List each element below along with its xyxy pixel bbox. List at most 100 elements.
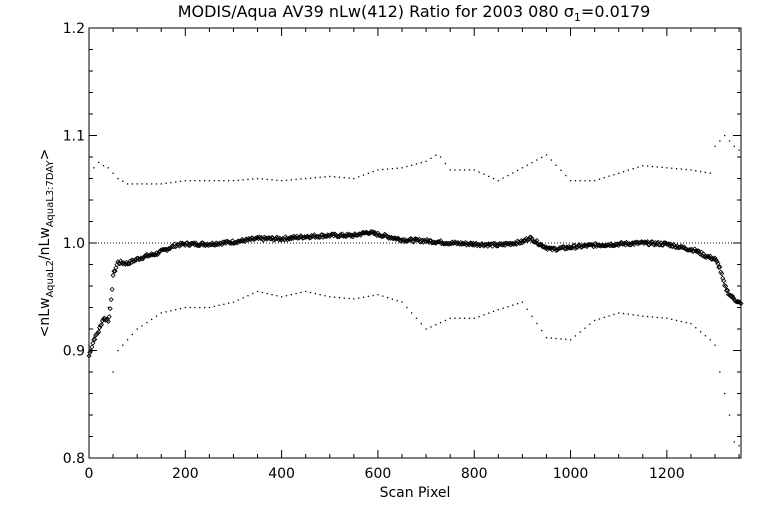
data-point [492, 177, 495, 180]
data-point [285, 179, 288, 181]
data-point [649, 239, 655, 245]
data-point [572, 245, 578, 252]
data-point [733, 145, 735, 147]
x-axis: 0 200 400 600 800 1000 1200 [85, 28, 740, 482]
data-point [165, 182, 167, 184]
series-1 [86, 228, 744, 359]
data-point [348, 177, 350, 179]
data-point [199, 306, 201, 309]
data-point [358, 232, 364, 238]
data-point [382, 168, 384, 171]
data-point [184, 180, 187, 182]
x-tick-label: 0 [85, 466, 94, 482]
data-point [266, 292, 268, 295]
data-point [444, 319, 447, 322]
data-point [113, 265, 119, 271]
data-point [175, 309, 177, 311]
data-point [290, 294, 292, 296]
data-point [594, 319, 596, 322]
data-point [93, 167, 95, 169]
data-point [340, 233, 346, 239]
data-point [541, 329, 543, 332]
data-points [86, 134, 744, 447]
data-point [724, 287, 731, 293]
data-point [358, 297, 360, 299]
data-point [430, 157, 432, 159]
data-point [664, 241, 670, 247]
data-point [176, 243, 183, 249]
data-point [718, 269, 724, 275]
data-point [690, 169, 692, 171]
y-axis: 0.8 0.9 1.0 1.1 1.2 [63, 21, 741, 467]
data-point [463, 169, 466, 171]
y-label-part-4: AquaL3:7DAY [45, 159, 56, 227]
data-point [483, 173, 485, 175]
data-point [459, 317, 461, 319]
data-point [709, 339, 711, 341]
data-point [484, 241, 490, 248]
data-point [290, 179, 292, 181]
data-point [714, 145, 716, 147]
data-point [541, 156, 543, 159]
data-point [622, 312, 625, 315]
data-point [430, 326, 432, 328]
data-point [102, 317, 105, 319]
data-point [675, 319, 678, 322]
data-point [425, 328, 427, 330]
data-point [436, 239, 442, 245]
data-point [365, 231, 371, 237]
data-point [646, 315, 649, 318]
data-point [304, 234, 310, 240]
data-point [213, 180, 215, 182]
data-point [237, 179, 239, 181]
data-point [295, 178, 297, 181]
data-point [271, 237, 277, 243]
data-point [406, 165, 408, 168]
data-point [420, 161, 422, 164]
data-point [632, 314, 634, 316]
data-point [651, 165, 654, 168]
data-point [704, 171, 707, 174]
data-point [194, 306, 196, 309]
data-point [93, 336, 95, 338]
data-point [712, 255, 718, 261]
data-point [161, 246, 167, 253]
data-point [126, 261, 133, 267]
data-point [177, 240, 184, 246]
data-point [362, 296, 365, 298]
data-point [728, 140, 731, 142]
data-point [198, 241, 204, 247]
data-point [730, 295, 736, 301]
data-point [719, 371, 721, 373]
data-point [362, 174, 365, 176]
data-point [155, 183, 158, 185]
data-point [646, 242, 653, 248]
data-point [112, 371, 114, 373]
data-point [377, 294, 379, 296]
data-point [122, 344, 124, 346]
data-point [228, 302, 230, 304]
y-label-part-1: <nLw [37, 297, 53, 337]
data-point [685, 168, 687, 171]
data-point [695, 327, 697, 329]
data-point [242, 297, 244, 299]
data-point [112, 172, 114, 174]
data-point [589, 180, 591, 182]
data-point [550, 159, 552, 161]
data-point [618, 312, 620, 314]
data-point [353, 298, 355, 300]
data-point [483, 314, 485, 316]
data-point [314, 292, 317, 295]
data-point [141, 183, 143, 185]
series-3 [88, 290, 740, 447]
data-point [723, 283, 729, 289]
x-tick-label: 200 [172, 466, 199, 482]
y-label-part-5: > [37, 149, 53, 161]
data-point [276, 179, 278, 181]
data-point [126, 339, 129, 341]
data-point [507, 306, 509, 308]
data-point [338, 297, 341, 299]
data-point [184, 306, 187, 309]
data-point [618, 172, 620, 174]
data-point [372, 230, 378, 236]
